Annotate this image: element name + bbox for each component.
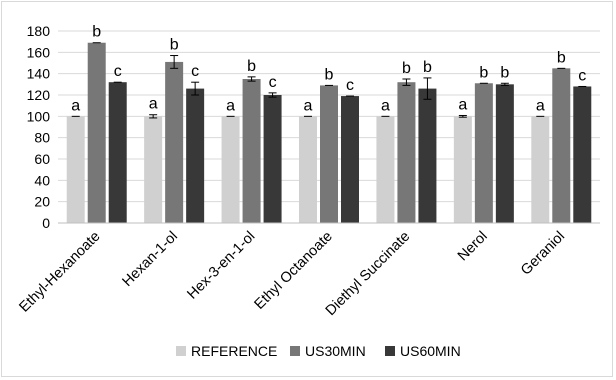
legend-label: US30MIN [305, 343, 366, 359]
category-label: Geraniol [518, 229, 568, 279]
bar [263, 95, 282, 223]
y-tick-label: 0 [42, 215, 50, 231]
significance-letter: b [325, 66, 334, 83]
significance-letter: c [191, 63, 199, 80]
y-tick-label: 180 [27, 23, 51, 39]
bar [552, 68, 571, 223]
category-label: Diethyl Succinate [323, 229, 414, 320]
y-tick-label: 60 [34, 151, 50, 167]
bar [242, 79, 261, 223]
y-tick-label: 160 [27, 44, 51, 60]
significance-letter: c [578, 67, 586, 84]
significance-letter: b [402, 60, 411, 77]
legend-label: REFERENCE [191, 343, 277, 359]
bar [376, 116, 395, 223]
significance-letter: b [423, 59, 432, 76]
y-axis-ticks: 0 20 40 60 80 100 120 140 160 180 [27, 23, 51, 231]
significance-letter: b [479, 64, 488, 81]
y-tick-label: 40 [34, 172, 50, 188]
significance-letter: a [381, 97, 390, 114]
bars [66, 42, 592, 224]
legend-swatch [290, 346, 300, 356]
category-label: Nerol [455, 229, 491, 265]
y-tick-label: 140 [27, 66, 51, 82]
bar [144, 116, 163, 223]
significance-letter: a [536, 97, 545, 114]
significance-letter: c [114, 63, 122, 80]
y-tick-label: 80 [34, 130, 50, 146]
significance-letter: b [247, 58, 256, 75]
significance-letter: b [92, 24, 101, 41]
significance-letter: b [500, 64, 509, 81]
significance-letter: a [71, 97, 80, 114]
category-label: Ethyl Octanoate [252, 229, 336, 313]
bar [531, 116, 550, 223]
category-label: Hexan-1-ol [120, 229, 181, 290]
bar [573, 86, 592, 223]
y-tick-label: 120 [27, 87, 51, 103]
bar [320, 85, 338, 224]
significance-letter: a [149, 96, 158, 113]
bar [341, 96, 359, 223]
bar [495, 84, 514, 223]
error-bars [71, 42, 587, 119]
significance-letter: c [269, 74, 277, 91]
significance-letter: b [170, 37, 179, 54]
bar [299, 116, 317, 223]
legend-swatch [176, 346, 186, 356]
bar [108, 82, 127, 223]
legend-swatch [385, 346, 395, 356]
y-tick-label: 20 [34, 194, 50, 210]
bar [397, 82, 416, 223]
category-label: Ethyl-Hexanoate [16, 229, 103, 316]
bar [66, 116, 85, 223]
bar [221, 116, 240, 223]
bar [165, 61, 184, 223]
significance-letter: a [458, 96, 467, 113]
bar [474, 83, 493, 224]
bar [418, 88, 437, 223]
significance-letter: a [304, 97, 313, 114]
category-labels: Ethyl-Hexanoate Hexan-1-ol Hex-3-en-1-olEt… [16, 229, 568, 320]
bar [453, 116, 472, 223]
legend: REFERENCE US30MIN US60MIN [176, 343, 461, 359]
significance-letter: a [226, 97, 235, 114]
significance-letter: c [346, 77, 354, 94]
bar [186, 88, 205, 223]
bar [87, 42, 106, 223]
significance-letter: b [557, 49, 566, 66]
legend-label: US60MIN [400, 343, 461, 359]
category-label: Hex-3-en-1-ol [184, 229, 258, 303]
y-tick-label: 100 [27, 108, 51, 124]
